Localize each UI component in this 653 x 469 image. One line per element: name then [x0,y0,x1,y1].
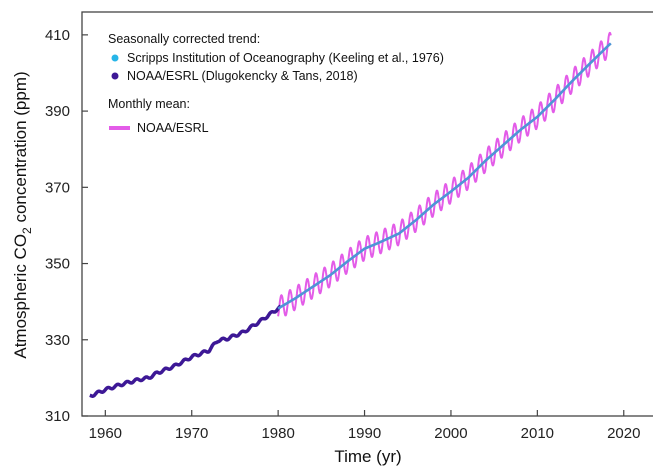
y-tick-label-310: 310 [45,408,70,425]
y-tick-label-370: 370 [45,179,70,196]
y-axis-ticks: 310 330 350 370 390 410 [45,27,88,425]
x-tick-label-1970: 1970 [175,425,208,442]
y-tick-label-390: 390 [45,103,70,120]
plot-frame [81,11,653,417]
x-tick-label-1960: 1960 [89,425,122,442]
x-tick-label-1980: 1980 [261,425,294,442]
y-axis-label: Atmospheric CO2 concentration (ppm) [11,71,34,358]
legend-heading-monthly: Monthly mean: [108,97,190,111]
y-label-subscript: 2 [20,227,34,234]
y-tick-label-330: 330 [45,332,70,349]
legend-label-noaa-monthly: NOAA/ESRL [137,121,209,135]
legend-label-scripps: Scripps Institution of Oceanography (Kee… [127,51,444,65]
y-label-part1: Atmospheric CO [11,234,30,359]
x-axis-label: Time (yr) [334,447,401,466]
series-noaa-monthly-mean [277,31,612,317]
x-tick-label-1990: 1990 [348,425,381,442]
y-tick-label-410: 410 [45,27,70,44]
legend-heading-trend: Seasonally corrected trend: [108,32,260,46]
x-tick-label-2010: 2010 [521,425,554,442]
x-tick-label-2020: 2020 [607,425,640,442]
x-axis-ticks: 1960 1970 1980 1990 2000 2010 2020 [89,410,640,442]
series-noaa-trend [277,42,612,310]
legend-marker-scripps [111,54,119,62]
y-label-part2: concentration (ppm) [11,71,30,227]
series-scripps-trend [88,304,282,398]
legend: Seasonally corrected trend: Scripps Inst… [108,32,444,135]
y-tick-label-350: 350 [45,256,70,273]
legend-marker-noaa-trend [111,72,119,80]
series-layer [88,31,612,398]
legend-label-noaa-trend: NOAA/ESRL (Dlugokencky & Tans, 2018) [127,69,358,83]
x-tick-label-2000: 2000 [434,425,467,442]
